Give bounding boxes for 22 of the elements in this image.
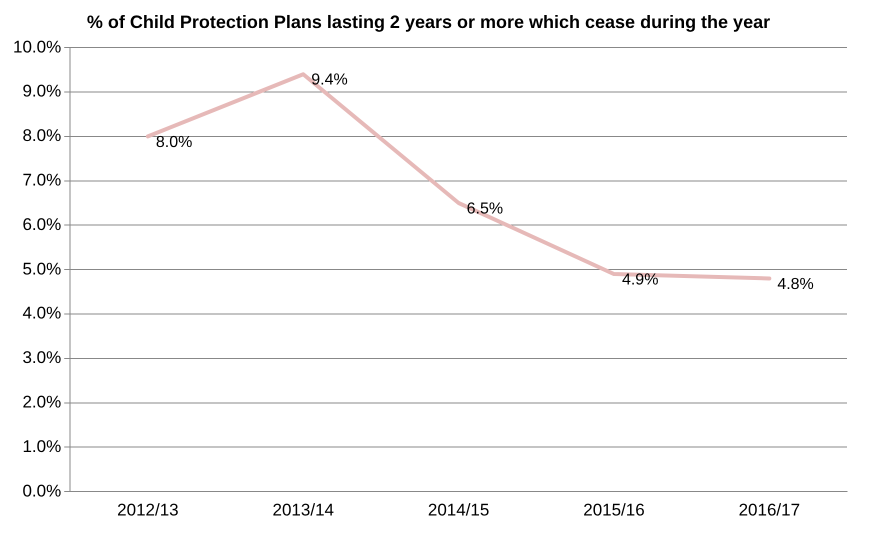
y-tick-label: 8.0%: [22, 126, 62, 146]
y-tick-label: 5.0%: [22, 259, 62, 278]
x-tick-label: 2013/14: [272, 500, 334, 520]
chart-title: % of Child Protection Plans lasting 2 years or more which cease during the year: [86, 12, 770, 32]
y-tick-label: 1.0%: [22, 436, 62, 456]
y-tick-label: 7.0%: [22, 170, 62, 190]
y-tick-label: 0.0%: [22, 481, 62, 500]
y-tick-label: 3.0%: [22, 348, 62, 368]
y-tick-label: 10.0%: [13, 37, 62, 56]
x-tick-label: 2015/16: [583, 500, 645, 520]
data-label: 8.0%: [156, 134, 192, 151]
y-tick-label: 4.0%: [22, 304, 62, 323]
x-tick-label: 2014/15: [428, 500, 490, 520]
y-tick-label: 9.0%: [22, 82, 62, 101]
data-label: 4.9%: [622, 271, 658, 288]
x-tick-label: 2016/17: [738, 500, 800, 520]
y-tick-label: 2.0%: [22, 392, 62, 412]
y-tick-label: 6.0%: [22, 214, 62, 234]
data-label: 6.5%: [466, 200, 504, 218]
data-label: 4.8%: [777, 276, 814, 293]
x-tick-label: 2012/13: [117, 500, 179, 520]
data-label: 9.4%: [311, 72, 348, 89]
